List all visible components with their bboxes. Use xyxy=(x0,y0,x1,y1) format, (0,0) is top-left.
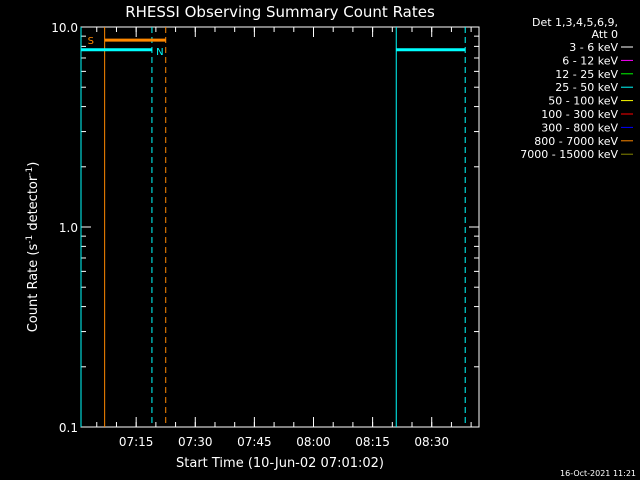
plot-frame xyxy=(80,26,480,428)
legend-entry-label: 6 - 12 keV xyxy=(562,54,618,67)
legend-entry-label: 7000 - 15000 keV xyxy=(520,148,618,161)
footer-timestamp: 16-Oct-2021 11:21 xyxy=(560,469,636,478)
legend-entry-label: 800 - 7000 keV xyxy=(534,135,618,148)
y-axis-label: Count Rate (s-1 detector-1) xyxy=(25,162,41,333)
x-tick-label: 08:30 xyxy=(414,435,449,449)
legend-entry-label: 25 - 50 keV xyxy=(555,81,618,94)
legend-header: Att 0 xyxy=(592,28,618,41)
flag-annotation: S xyxy=(88,36,94,47)
legend-entry-label: 100 - 300 keV xyxy=(541,108,618,121)
x-tick-label: 07:45 xyxy=(237,435,272,449)
legend-entry-label: 300 - 800 keV xyxy=(541,121,618,134)
x-axis-label: Start Time (10-Jun-02 07:01:02) xyxy=(176,456,384,471)
x-tick-label: 07:30 xyxy=(178,435,213,449)
x-tick-label: 08:00 xyxy=(296,435,331,449)
legend-entry-label: 50 - 100 keV xyxy=(548,95,618,108)
legend-header: Det 1,3,4,5,6,9, xyxy=(532,16,618,29)
legend-entry-label: 12 - 25 keV xyxy=(555,68,618,81)
y-tick-label: 0.1 xyxy=(59,421,78,435)
y-tick-label: 1.0 xyxy=(59,221,78,235)
x-tick-label: 07:15 xyxy=(119,435,154,449)
flag-annotation: N xyxy=(156,47,163,58)
x-tick-label: 08:15 xyxy=(355,435,390,449)
chart-title: RHESSI Observing Summary Count Rates xyxy=(125,3,435,21)
legend-entry-label: 3 - 6 keV xyxy=(569,41,618,54)
y-tick-label: 10.0 xyxy=(51,21,78,35)
plot-area: 0.1 1.0 10.0 07:15 07:30 07:45 08:00 08:15 08:30… xyxy=(51,21,480,449)
